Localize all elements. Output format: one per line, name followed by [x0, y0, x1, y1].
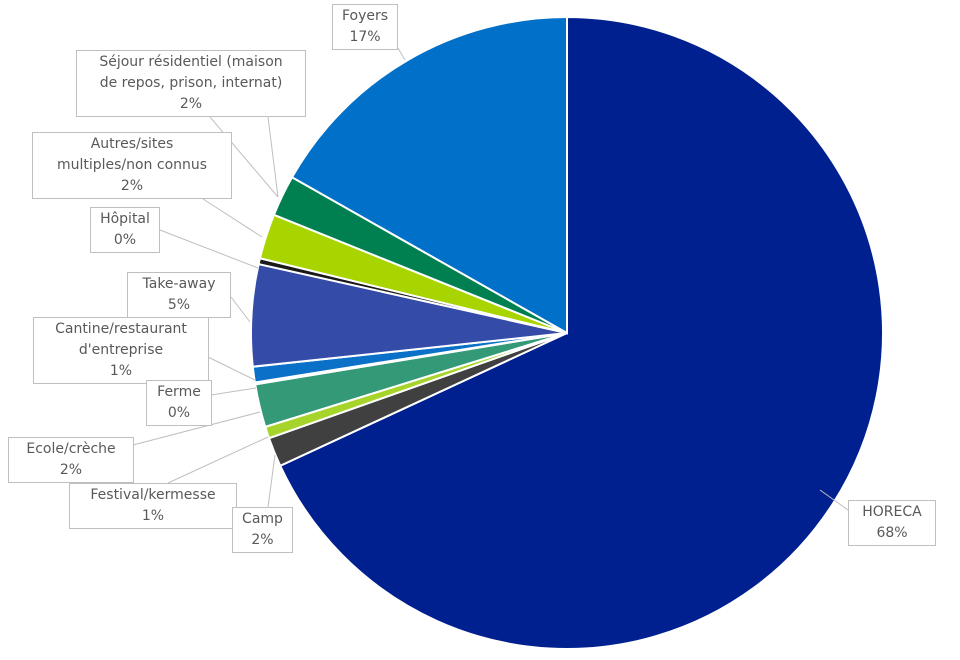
label-value: 0%: [167, 405, 191, 421]
label-value: 1%: [109, 363, 133, 379]
leader-line-ecole: [132, 411, 261, 446]
data-label-horeca: HORECA 68%: [848, 500, 936, 546]
label-text: Ecole/crèche: [26, 441, 116, 457]
label-text: Festival/kermesse: [90, 487, 216, 503]
leader-line-cantine: [207, 356, 256, 381]
label-text: Ferme: [157, 384, 201, 400]
label-text: Foyers: [341, 8, 389, 24]
leader-line-camp: [267, 454, 276, 508]
label-value: 2%: [59, 462, 83, 478]
label-text: Camp: [242, 511, 283, 527]
label-text: Autres/sites: [90, 136, 174, 152]
label-value: 2%: [179, 96, 203, 112]
label-value: 2%: [120, 178, 144, 194]
data-label-autres: Autres/sites multiples/non connus 2%: [32, 132, 232, 199]
label-text: multiples/non connus: [56, 157, 208, 173]
label-value: 1%: [141, 508, 165, 524]
leader-line-foyers: [397, 47, 406, 61]
data-label-ferme: Ferme 0%: [146, 380, 212, 426]
data-label-foyers: Foyers 17%: [332, 4, 398, 50]
data-label-hopital: Hôpital 0%: [90, 207, 160, 253]
label-text: de repos, prison, internat): [99, 75, 283, 91]
data-label-camp: Camp 2%: [232, 507, 293, 553]
leader-line-hopital: [159, 229, 259, 269]
leader-line-takeaway: [230, 296, 251, 323]
label-value: 17%: [349, 29, 381, 45]
label-value: 5%: [167, 297, 191, 313]
label-value: 68%: [876, 525, 908, 541]
label-text: Take-away: [142, 276, 216, 292]
label-text: HORECA: [862, 504, 922, 520]
pie-slice-horeca: [278, 15, 884, 650]
label-value: 2%: [251, 532, 274, 548]
data-label-takeaway: Take-away 5%: [127, 272, 231, 318]
data-label-festival: Festival/kermesse 1%: [69, 483, 237, 529]
leader-line-sejour-2: [267, 116, 279, 198]
leader-line-ferme: [210, 387, 257, 396]
label-text: Séjour résidentiel (maison: [99, 54, 283, 70]
leader-line-horeca: [819, 489, 849, 511]
leader-line-autres: [199, 196, 263, 238]
leader-lines: [132, 47, 849, 511]
leader-line-festival: [167, 436, 269, 484]
label-text: d'entreprise: [78, 342, 164, 358]
pie-slice-foyers: [290, 15, 568, 335]
leader-line-sejour: [209, 116, 279, 198]
label-text: Hôpital: [100, 211, 150, 227]
data-label-ecole: Ecole/crèche 2%: [8, 437, 134, 483]
label-value: 0%: [113, 232, 137, 248]
label-text: Cantine/restaurant: [55, 321, 187, 337]
data-label-sejour: Séjour résidentiel (maison de repos, pri…: [76, 50, 306, 117]
data-label-cantine: Cantine/restaurant d'entreprise 1%: [33, 317, 209, 384]
